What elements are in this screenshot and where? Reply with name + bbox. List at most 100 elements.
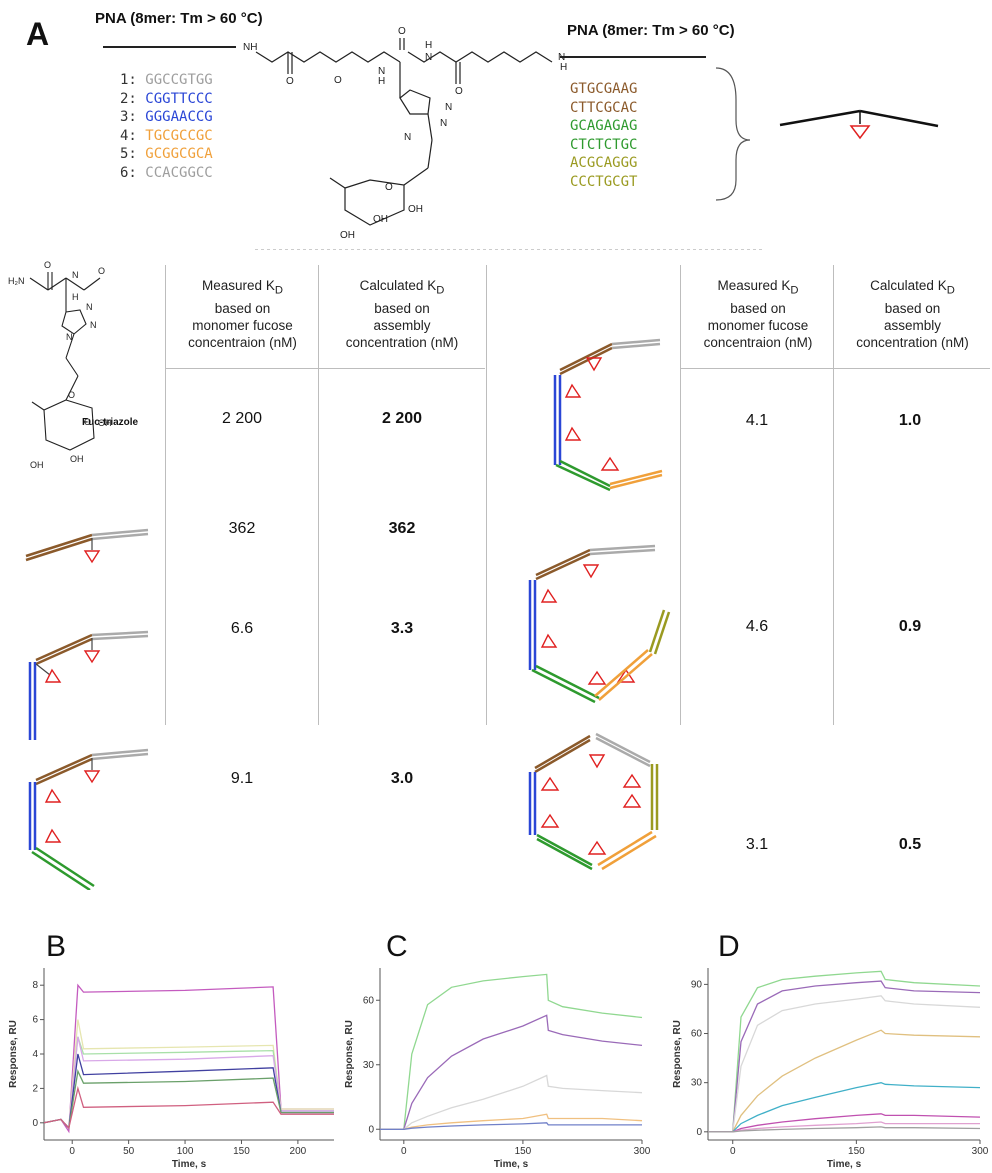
series-line	[708, 980, 981, 1133]
x-axis-title: Time, s	[494, 1159, 529, 1170]
header-measured-right: Measured KD based on monomer fucose conc…	[703, 278, 813, 350]
oh-label: OH	[98, 418, 112, 428]
sequence-row: GCAGAGAG	[570, 118, 637, 137]
spr-charts: 0 50 100 150 200 0 2 4 6 8 Time, s Response, RU 0 150…	[8, 968, 989, 1170]
x-tick-label: 100	[177, 1146, 194, 1157]
calculated-value: 0.9	[898, 618, 922, 635]
series-line	[380, 1122, 642, 1130]
h-label: H	[378, 76, 385, 87]
h-label: H	[425, 40, 432, 51]
sequence-text: GCGGCGCA	[145, 146, 213, 162]
calculated-value: 3.3	[390, 620, 414, 637]
series-line	[380, 973, 643, 1130]
header-calculated-right: Calculated KD based on assembly concentr…	[856, 278, 969, 350]
y-axis-title: Response, RU	[344, 1020, 355, 1088]
o-label: O	[455, 86, 463, 97]
x-axis-title: Time, s	[827, 1159, 862, 1170]
oh-label: OH	[30, 460, 44, 470]
nh-label: N	[558, 52, 565, 63]
oh-label: OH	[373, 214, 388, 225]
n-label: N	[404, 132, 411, 143]
panel-a-label: A	[26, 16, 50, 52]
calculated-value: 1.0	[898, 412, 922, 429]
series-line	[708, 1082, 981, 1133]
left-sequence-list: 1: GGCCGTGG 2: CGGTTCCC 3: GGGAACCG 4: TGCG…	[120, 72, 213, 183]
nh-label: NH	[243, 42, 257, 53]
sequence-row: ACGCAGGG	[570, 155, 637, 174]
nh-label: N	[378, 66, 385, 77]
pna-left-label: PNA (8mer: Tm > 60 °C)	[95, 10, 263, 27]
series-line	[708, 995, 981, 1133]
oh-label: OH	[408, 204, 423, 215]
header-calculated-left: Calculated KD based on assembly concentr…	[345, 278, 459, 350]
y-axis-title: Response, RU	[8, 1020, 19, 1088]
o-label: O	[385, 182, 393, 193]
measured-value: 3.1	[745, 836, 769, 853]
y-tick-label: 8	[32, 980, 38, 991]
x-tick-label: 300	[634, 1146, 651, 1157]
h2n-label: H₂N	[8, 276, 25, 286]
o-label: O	[398, 26, 406, 37]
sequence-row: 2: CGGTTCCC	[120, 91, 213, 110]
y-tick-label: 0	[368, 1124, 374, 1135]
x-tick-label: 0	[401, 1146, 407, 1157]
sequence-text: GTGCGAAG	[570, 81, 638, 97]
o-label: O	[98, 266, 105, 276]
trimer-schematic	[28, 630, 149, 740]
measured-value: 2 200	[221, 410, 263, 427]
chart-d: 0 150 300 0 30 60 90 Time, s Response, RU	[672, 968, 989, 1170]
hexamer-open-schematic	[528, 544, 671, 704]
linker-structure: NH O O N H O N H O N H N N N O OH OH OH	[103, 26, 939, 250]
right-sequence-list: GTGCGAAG CTTCGCAC GCAGAGAG CTCTCTGC ACGCAGGG…	[570, 81, 637, 192]
y-tick-label: 60	[363, 995, 375, 1006]
n-label: N	[66, 332, 73, 342]
series-line	[708, 970, 981, 1133]
series-line	[708, 1126, 981, 1133]
sequence-number: 3:	[120, 109, 146, 125]
y-tick-label: 30	[363, 1060, 375, 1071]
sequence-number: 4:	[120, 127, 146, 144]
series-line	[380, 1074, 643, 1130]
y-axis-title: Response, RU	[672, 1020, 683, 1088]
sequence-text: CCACGGCC	[145, 164, 213, 181]
hexamer-closed-schematic	[528, 732, 659, 871]
sequence-number: 2:	[120, 90, 146, 107]
sequence-text: GGCCGTGG	[145, 72, 213, 88]
o-label: O	[68, 390, 75, 400]
n-label: N	[440, 118, 447, 129]
sequence-text: TGCGCCGC	[145, 127, 213, 144]
panel-c-label: C	[386, 930, 408, 963]
y-tick-label: 2	[32, 1083, 38, 1094]
calculated-value: 362	[388, 520, 416, 537]
x-tick-label: 300	[972, 1146, 989, 1157]
o-label: O	[84, 417, 91, 427]
tetramer-schematic	[28, 748, 149, 890]
measured-value: 362	[228, 520, 256, 537]
sequence-row: 1: GGCCGTGG	[120, 72, 213, 91]
measured-value: 6.6	[230, 620, 254, 637]
n-label: N	[72, 270, 79, 280]
o-label: O	[44, 260, 51, 270]
series-line	[43, 1019, 334, 1130]
series-line	[43, 1053, 334, 1130]
pna-right-label: PNA (8mer: Tm > 60 °C)	[567, 22, 735, 39]
x-tick-label: 150	[233, 1146, 250, 1157]
x-tick-label: 150	[515, 1146, 532, 1157]
sequence-text: CCCTGCGT	[570, 173, 638, 190]
measured-value: 4.1	[745, 412, 769, 429]
x-tick-label: 0	[730, 1146, 736, 1157]
calculated-value: 0.5	[898, 836, 922, 853]
sequence-text: CGGTTCCC	[145, 90, 213, 107]
sequence-row: GTGCGAAG	[570, 81, 637, 100]
h-label: H	[560, 62, 567, 73]
chart-c: 0 150 300 0 30 60 Time, s Response, RU	[344, 968, 651, 1170]
sequence-row: 4: TGCGCCGC	[120, 128, 213, 147]
dimer-schematic	[25, 528, 149, 564]
x-tick-label: 200	[290, 1146, 307, 1157]
y-tick-label: 30	[691, 1078, 703, 1089]
fuc-triazole-label: Fuc-triazole	[82, 417, 139, 428]
series-line	[380, 1113, 643, 1130]
series-line	[43, 1085, 334, 1130]
sequence-row: 5: GCGGCGCA	[120, 146, 213, 165]
y-tick-label: 0	[32, 1118, 38, 1129]
